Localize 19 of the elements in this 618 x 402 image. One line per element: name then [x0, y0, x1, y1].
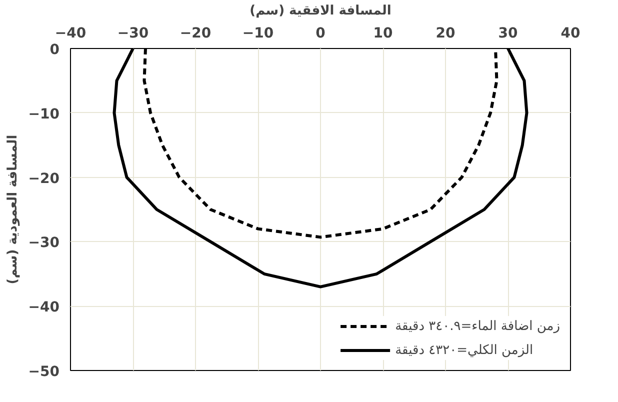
y-tick-label: −30 [28, 235, 60, 252]
y-tick-label: −50 [28, 364, 60, 380]
y-tick-label: −40 [28, 300, 60, 316]
y-tick-label: −20 [28, 170, 60, 187]
x-axis-title: المسافة الافقية (سم) [250, 4, 392, 18]
x-tick-label: 10 [373, 26, 393, 42]
x-tick-label: 20 [436, 26, 456, 42]
legend-label: الزمن الكلي=٤٣٢٠ دقيقة [395, 342, 534, 358]
x-tick-label: −20 [180, 26, 212, 42]
x-tick-label: −30 [117, 26, 149, 42]
x-tick-label: 30 [498, 26, 518, 42]
x-tick-label: −10 [242, 26, 274, 42]
x-tick-label: 40 [560, 26, 580, 42]
y-tick-label: −10 [28, 106, 60, 122]
y-tick-label: 0 [50, 42, 60, 58]
legend-label: زمن اضافة الماء=٣٤٠.٩ دقيقة [395, 318, 560, 334]
y-axis-title: المسافة العمودية (سم) [5, 134, 20, 284]
x-tick-label: 0 [316, 26, 326, 42]
x-tick-label: −40 [54, 26, 86, 42]
